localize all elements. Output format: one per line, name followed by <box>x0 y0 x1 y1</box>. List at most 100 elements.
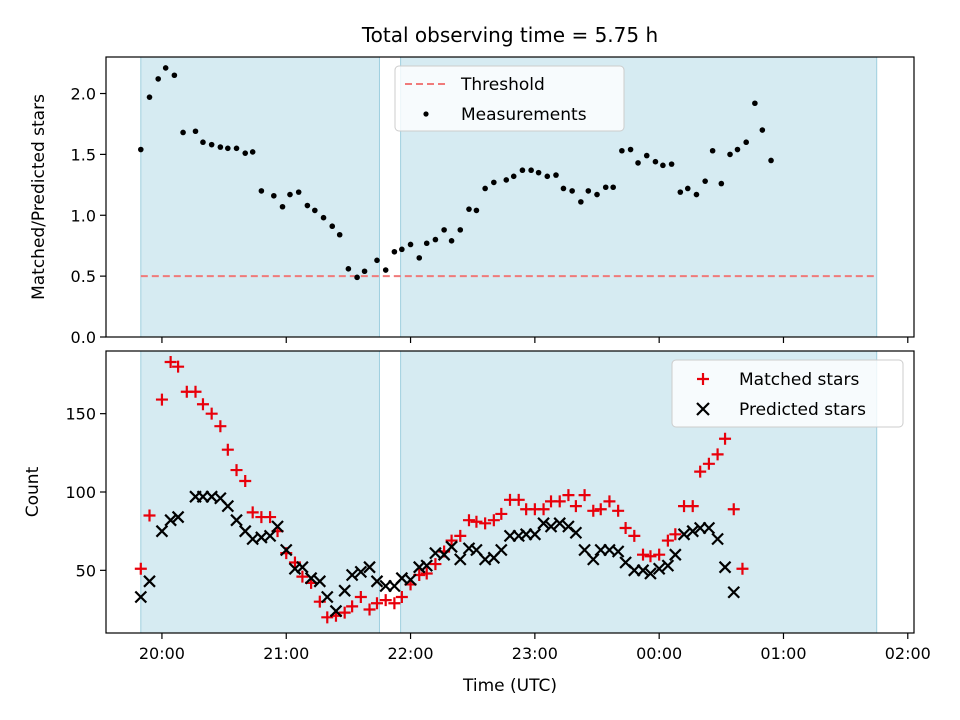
matched-stars-point <box>189 385 202 398</box>
matched-stars-point <box>628 529 641 542</box>
count-panel: 50 100 150 20:00 21:00 22:00 23:00 00:00 01:00 0… <box>23 350 931 663</box>
matched-stars-point <box>669 528 682 541</box>
matched-stars-point <box>479 517 492 530</box>
matched-stars-point <box>196 398 209 411</box>
x-tick-label: 22:00 <box>387 644 433 663</box>
measurement-point <box>242 150 249 156</box>
measurement-point <box>391 248 398 255</box>
measurement-point <box>727 151 733 158</box>
measurement-point <box>155 76 162 82</box>
matched-stars-point <box>321 611 334 624</box>
measurement-point <box>432 236 439 243</box>
legend-matched-swatch <box>697 373 709 385</box>
measurement-point <box>535 169 542 176</box>
measurement-point <box>448 238 455 244</box>
measurement-point <box>336 231 343 238</box>
measurement-point <box>759 127 766 133</box>
measurement-point <box>441 227 447 233</box>
matched-stars-point <box>578 489 591 502</box>
measurement-point <box>752 100 758 107</box>
matched-stars-point <box>736 562 749 575</box>
measurement-point <box>146 94 153 100</box>
matched-stars-point <box>719 432 732 445</box>
predicted-stars-point <box>164 513 177 527</box>
measurement-point <box>491 179 497 186</box>
matched-stars-point <box>239 475 252 488</box>
measurement-point <box>138 146 144 153</box>
matched-stars-point <box>603 495 616 508</box>
measurement-point <box>457 227 464 233</box>
ratio-panel-ylabel: Matched/Predicted stars <box>29 94 49 300</box>
measurement-point <box>399 246 405 253</box>
matched-stars-point <box>462 514 475 527</box>
matched-stars-point <box>143 509 156 522</box>
matched-stars-point <box>172 360 185 373</box>
matched-stars-point <box>653 548 666 561</box>
measurement-point <box>734 146 741 153</box>
predicted-stars-point <box>354 565 368 579</box>
predicted-stars-point <box>263 529 277 543</box>
matched-stars-point <box>379 594 392 607</box>
measurement-point <box>287 191 293 198</box>
predicted-stars-point <box>636 564 650 577</box>
measurement-point <box>544 173 551 180</box>
x-tick-label: 01:00 <box>760 644 806 663</box>
y-tick-label: 1.5 <box>71 145 96 164</box>
matched-stars-point <box>264 511 277 524</box>
y-tick-label: 0.5 <box>71 267 96 286</box>
measurement-point <box>503 177 510 183</box>
predicted-stars-point <box>727 585 741 599</box>
matched-stars-point <box>134 562 147 575</box>
matched-stars-point <box>420 567 433 580</box>
measurement-point <box>560 185 567 192</box>
matched-stars-point <box>454 529 467 542</box>
measurement-point <box>702 178 708 184</box>
observing-interval-band <box>140 56 380 338</box>
measurement-point <box>423 240 430 247</box>
predicted-stars-point <box>345 568 359 582</box>
predicted-stars-point <box>171 510 185 524</box>
predicted-stars-point <box>677 528 691 541</box>
x-axis-label: Time (UTC) <box>462 676 557 696</box>
matched-stars-point <box>637 548 650 561</box>
y-tick-label: 100 <box>65 483 96 502</box>
ratio-panel-frame <box>105 56 915 338</box>
legend-measurements-swatch <box>423 111 429 117</box>
predicted-stars-point <box>495 543 508 557</box>
x-tick-label: 00:00 <box>636 644 682 663</box>
measurement-point <box>312 207 318 214</box>
measurement-point <box>382 267 389 273</box>
matched-stars-point <box>246 506 259 519</box>
measurement-point <box>743 139 749 146</box>
matched-stars-point <box>512 493 525 506</box>
measurement-point <box>329 223 336 230</box>
measurement-point <box>619 147 625 154</box>
measurement-point <box>407 241 414 248</box>
predicted-stars-point <box>338 584 351 597</box>
figure-title: Total observing time = 5.75 h <box>361 23 658 47</box>
x-tick-label: 21:00 <box>263 644 309 663</box>
predicted-stars-point <box>420 559 433 572</box>
measurement-point <box>594 191 600 198</box>
predicted-stars-point <box>569 526 583 540</box>
ratio-panel: 0.00.51.01.52.0 Matched/Predicted stars … <box>29 56 915 347</box>
y-tick-label: 2.0 <box>71 85 96 104</box>
matched-stars-point <box>429 558 442 571</box>
matched-stars-point <box>346 600 359 613</box>
predicted-stars-point <box>686 524 700 538</box>
measurement-point <box>233 145 240 152</box>
predicted-stars-point <box>445 540 458 554</box>
matched-stars-point <box>562 489 575 502</box>
x-tick-label: 23:00 <box>512 644 558 663</box>
measurement-point <box>668 161 675 167</box>
matched-stars-point <box>338 606 351 619</box>
measurement-point <box>374 257 380 264</box>
measurement-point <box>180 129 186 136</box>
measurement-point <box>519 167 526 174</box>
ratio-panel-legend: Threshold Measurements <box>394 65 625 132</box>
measurement-point <box>660 162 666 169</box>
legend-predicted-label: Predicted stars <box>739 400 866 420</box>
matched-stars-point <box>230 464 243 477</box>
measurement-point <box>473 207 480 214</box>
